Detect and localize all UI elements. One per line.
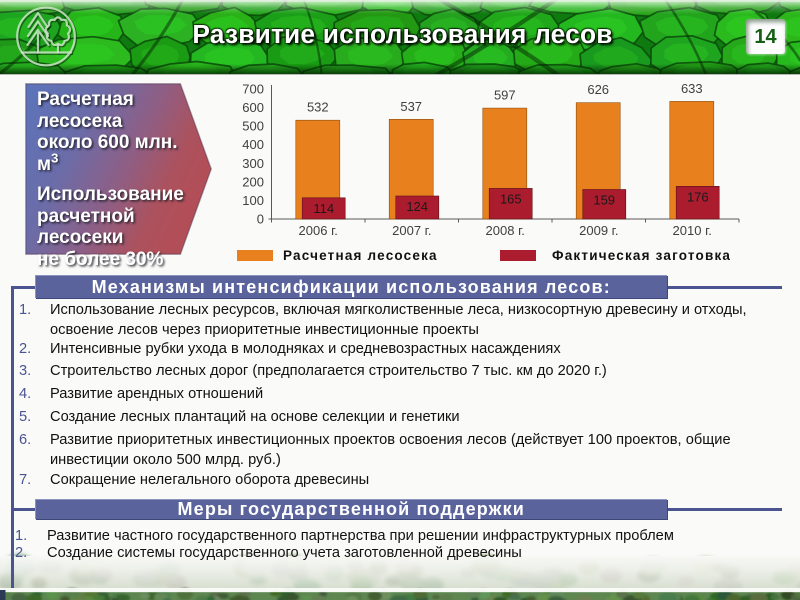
svg-text:100: 100 (242, 193, 264, 208)
svg-text:537: 537 (400, 99, 422, 114)
svg-text:2009 г.: 2009 г. (579, 223, 618, 238)
svg-text:400: 400 (242, 137, 264, 152)
svg-text:200: 200 (242, 174, 264, 189)
svg-text:700: 700 (242, 82, 264, 97)
svg-text:124: 124 (406, 199, 428, 214)
svg-text:165: 165 (500, 191, 522, 206)
svg-text:2010 г.: 2010 г. (673, 223, 712, 238)
svg-text:2007 г.: 2007 г. (392, 223, 431, 238)
svg-text:0: 0 (257, 212, 264, 227)
svg-text:500: 500 (242, 119, 264, 134)
svg-text:597: 597 (494, 88, 516, 103)
svg-text:114: 114 (313, 201, 334, 216)
svg-text:626: 626 (587, 82, 609, 97)
svg-text:2006 г.: 2006 г. (299, 223, 338, 238)
svg-text:633: 633 (681, 81, 703, 96)
svg-text:2008 г.: 2008 г. (486, 223, 525, 238)
svg-text:600: 600 (242, 100, 264, 115)
svg-text:532: 532 (307, 100, 329, 115)
svg-text:159: 159 (593, 193, 615, 208)
svg-text:176: 176 (687, 189, 709, 204)
svg-text:300: 300 (242, 156, 264, 171)
